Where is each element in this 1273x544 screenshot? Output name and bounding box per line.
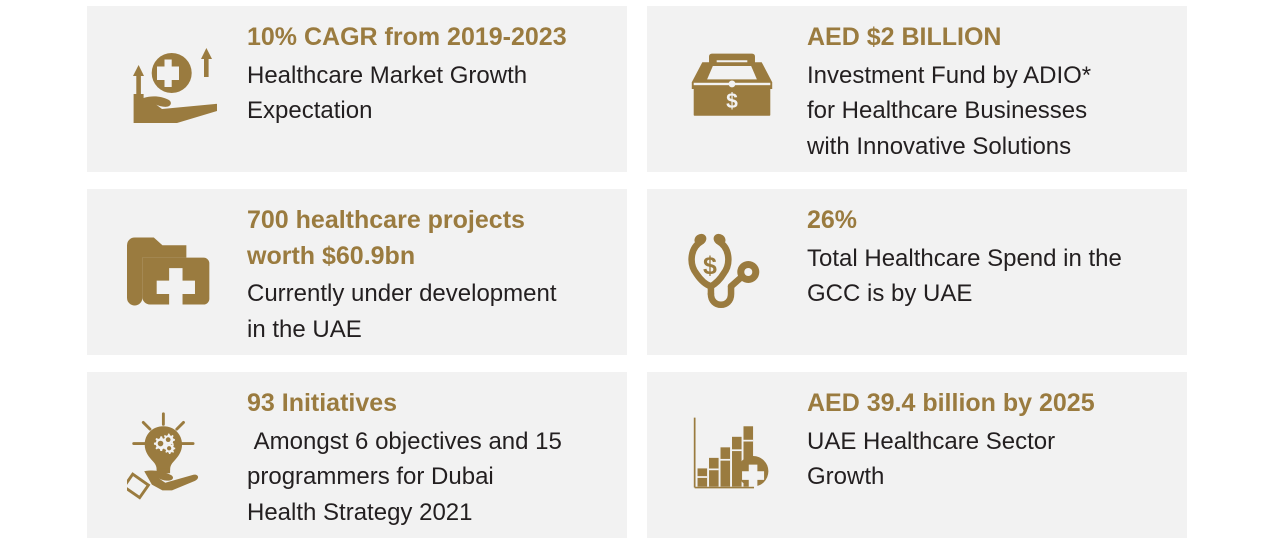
svg-text:$: $ [703,252,717,280]
svg-text:$: $ [726,90,738,113]
